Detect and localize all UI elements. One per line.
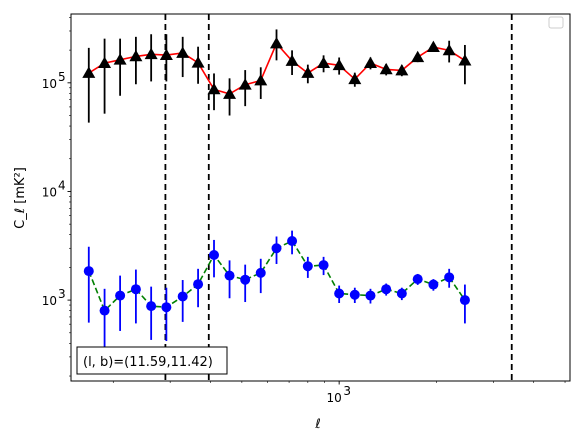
data-point-circle (271, 243, 282, 254)
data-point-triangle (458, 54, 472, 66)
data-point-triangle (207, 82, 221, 95)
annotation-text: (l, b)=(11.59,11.42) (83, 355, 213, 370)
y-tick-label: 10 (42, 185, 57, 199)
data-point-circle (146, 301, 157, 312)
data-point-triangle (159, 48, 173, 60)
data-point-triangle (113, 53, 127, 65)
data-point-triangle (254, 74, 268, 86)
plot-frame (70, 13, 571, 382)
data-point-triangle (144, 47, 158, 60)
data-point-triangle (317, 56, 331, 68)
data-point-triangle (285, 54, 299, 66)
annotation-box: (l, b)=(11.59,11.42) (76, 346, 228, 375)
data-point-triangle (191, 56, 205, 68)
data-point-circle (459, 295, 470, 306)
data-point-triangle (129, 49, 143, 62)
data-point-circle (115, 290, 126, 301)
data-point-triangle (348, 72, 362, 85)
x-tick-exponent: 3 (343, 384, 351, 398)
data-point-circle (287, 235, 298, 246)
data-point-circle (240, 274, 251, 285)
data-point-circle (99, 305, 110, 316)
series-layer (82, 29, 472, 353)
data-point-circle (302, 261, 313, 272)
data-point-triangle (176, 46, 190, 58)
data-point-triangle (270, 37, 284, 49)
y-axis-label: C_ℓ [mK²] (13, 167, 28, 229)
x-axis-label: ℓ (314, 417, 320, 432)
data-point-circle (349, 289, 360, 300)
data-point-triangle (395, 63, 409, 76)
data-point-circle (396, 288, 407, 299)
series-1 (82, 29, 472, 123)
data-point-circle (193, 279, 204, 290)
data-point-circle (255, 267, 266, 278)
data-point-circle (130, 284, 141, 295)
data-point-triangle (442, 43, 456, 56)
x-axis-ticks: 10 3 (112, 381, 566, 405)
data-point-triangle (301, 66, 315, 78)
data-point-triangle (98, 56, 112, 68)
annotation-frame (76, 346, 228, 375)
legend-box (548, 16, 564, 29)
data-point-circle (318, 260, 329, 271)
x-tick-label: 10 (327, 391, 342, 405)
data-point-triangle (223, 87, 237, 99)
data-point-triangle (332, 58, 346, 71)
data-point-circle (161, 302, 172, 313)
data-point-circle (365, 290, 376, 301)
vertical-lines (164, 14, 513, 381)
data-point-triangle (363, 56, 377, 68)
y-tick-label: 10 (42, 77, 57, 91)
data-point-circle (444, 272, 455, 283)
series-2 (83, 230, 470, 353)
data-point-circle (381, 284, 392, 295)
data-point-circle (224, 270, 235, 281)
data-point-circle (83, 266, 94, 277)
data-point-triangle (379, 62, 393, 75)
data-point-triangle (238, 78, 252, 90)
data-point-triangle (411, 50, 425, 63)
y-tick-exponent: 5 (58, 70, 66, 84)
y-tick-label: 10 (42, 294, 57, 308)
data-point-triangle (82, 66, 96, 78)
data-point-circle (209, 250, 220, 261)
data-point-circle (334, 288, 345, 299)
data-point-triangle (426, 40, 440, 53)
data-point-circle (412, 274, 423, 285)
plot-background (71, 14, 570, 381)
y-tick-exponent: 4 (58, 178, 66, 192)
y-tick-exponent: 3 (58, 287, 66, 301)
data-point-circle (428, 279, 439, 290)
data-point-circle (177, 291, 188, 302)
